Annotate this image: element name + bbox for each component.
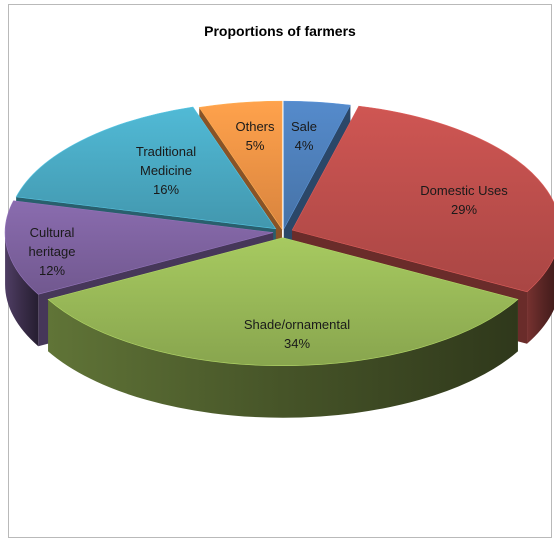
slice-label-traditional-medicine: Traditional Medicine 16% xyxy=(136,144,196,197)
pie-slice-others xyxy=(198,100,283,231)
pie-slice-cultural-heritage xyxy=(4,200,274,295)
chart-title: Proportions of farmers xyxy=(204,23,356,39)
slice-labels: Sale 4% Domestic Uses 29% Shade/ornamental 34… xyxy=(29,119,509,351)
pie-slices xyxy=(4,100,554,367)
pie-slice-shade-ornamental xyxy=(47,237,519,367)
slice-label-shade-ornamental: Shade/ornamental 34% xyxy=(244,317,350,351)
slice-label-domestic-uses: Domestic Uses 29% xyxy=(420,183,508,217)
slice-label-cultural-heritage: Cultural heritage 12% xyxy=(29,225,76,278)
pie-slice-sale xyxy=(283,100,351,230)
pie-slice-domestic-uses xyxy=(291,105,554,293)
slice-label-others: Others 5% xyxy=(235,119,275,153)
slice-label-sale: Sale 4% xyxy=(291,119,317,153)
pie-slice-traditional-medicine xyxy=(15,106,277,230)
